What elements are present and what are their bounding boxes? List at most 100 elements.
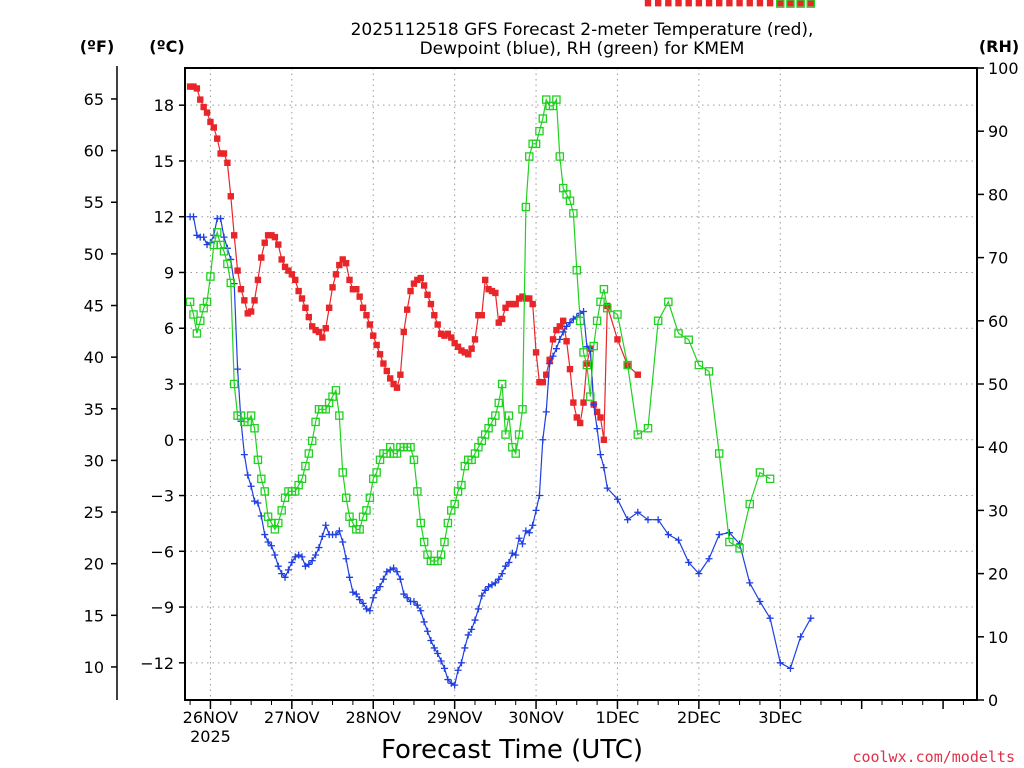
temperature-point (424, 291, 431, 298)
x-tick-label: 30NOV (508, 708, 564, 727)
rh-point (786, 0, 795, 8)
temperature-point (254, 276, 262, 284)
plot-frame (184, 67, 978, 701)
rh-point (572, 265, 582, 275)
chart-title-line1: 2025112518 GFS Forecast 2-meter Temperat… (351, 20, 814, 40)
x-tick-label: 1DEC (596, 708, 640, 727)
dewpoint-point (318, 532, 326, 540)
fahrenheit-unit-label: (ºF) (80, 37, 115, 56)
dewpoint-point (474, 605, 482, 613)
dewpoint-point (342, 555, 350, 563)
temperature-point (502, 304, 509, 311)
temperature-point (353, 286, 360, 293)
dewpoint-point (437, 657, 445, 665)
rh-point (185, 297, 195, 307)
temperature-point (342, 259, 350, 267)
rh-point (531, 139, 541, 149)
fahrenheit-tick-label: 60 (84, 142, 104, 161)
dewpoint-point (566, 319, 574, 327)
rh-point (535, 126, 544, 136)
dewpoint-point (542, 408, 550, 416)
temperature-point (366, 321, 374, 328)
temperature-point (777, 0, 784, 7)
dewpoint-point (410, 597, 418, 605)
series-1 (186, 213, 815, 689)
rh-axis: 0 10 20 30 40 50 60 70 80 90 100 (977, 59, 1019, 710)
credit-text: coolwx.com/modelts (852, 748, 1015, 766)
temperature-point (695, 0, 703, 7)
rh-point (362, 506, 371, 515)
temperature-point (387, 375, 394, 382)
dewpoint-point (312, 551, 320, 559)
dewpoint-point (267, 542, 275, 550)
dewpoint-point (654, 516, 662, 524)
rh-point (226, 278, 236, 288)
temperature-point (268, 232, 275, 239)
temperature-point (454, 343, 462, 351)
temperature-point (546, 356, 553, 364)
temperature-point (766, 0, 774, 7)
dewpoint-point (434, 650, 442, 658)
temperature-point (593, 408, 601, 416)
celsius-unit-label: (ºC) (149, 37, 184, 56)
dewpoint-point (502, 562, 510, 570)
dewpoint-point (217, 215, 225, 223)
dewpoint-point (644, 516, 652, 524)
rh-point (603, 303, 612, 313)
temperature-point (539, 378, 547, 386)
dewpoint-point (685, 558, 693, 566)
temperature-point (414, 276, 421, 284)
temperature-point (543, 371, 550, 378)
temperature-point (471, 336, 479, 343)
temperature-point (807, 0, 814, 7)
fahrenheit-tick-label: 40 (84, 348, 104, 367)
temperature-point (481, 276, 489, 284)
temperature-point (241, 297, 248, 304)
temperature-point (495, 319, 502, 326)
rh-point (297, 474, 307, 484)
dewpoint-point (535, 492, 543, 500)
temperature-point (380, 360, 387, 367)
rh-point (223, 259, 232, 269)
temperature-point (200, 103, 207, 111)
dewpoint-point (471, 616, 479, 624)
fahrenheit-axis: 10 15 20 25 30 35 40 45 50 55 60 65 (84, 66, 118, 700)
temperature-point (234, 267, 241, 274)
x-tick-label: 28NOV (345, 708, 401, 727)
rh-point (304, 449, 314, 458)
rh-point (569, 209, 578, 218)
dewpoint-point (366, 607, 374, 615)
temperature-point (397, 371, 404, 378)
rh-tick-label: 80 (988, 185, 1008, 204)
dewpoint-point (352, 590, 360, 598)
rh-point (497, 379, 507, 389)
celsius-tick-label: −12 (140, 654, 174, 673)
temperature-point (237, 286, 245, 293)
dewpoint-point (430, 644, 438, 652)
dewpoint-point (288, 558, 296, 566)
dewpoint-point (593, 425, 601, 433)
dewpoint-point (417, 607, 425, 615)
temperature-point (549, 336, 557, 343)
celsius-tick-label: 12 (154, 208, 174, 227)
dewpoint-point (715, 531, 723, 539)
temperature-point (376, 351, 384, 358)
dewpoint-point (274, 562, 282, 570)
temperature-point (644, 0, 652, 7)
dewpoint-point (346, 573, 354, 581)
temperature-point (332, 271, 340, 278)
dewpoint-point (603, 484, 611, 492)
dewpoint-point (315, 544, 323, 552)
temperature-point (614, 336, 621, 343)
temperature-point (258, 254, 265, 261)
temperature-point (407, 287, 414, 295)
temperature-point (475, 312, 482, 319)
dewpoint-point (369, 594, 377, 602)
plot-series (185, 0, 816, 689)
temperature-point (705, 0, 713, 7)
dewpoint-point (247, 482, 255, 490)
temperature-point (512, 300, 519, 308)
dewpoint-point (552, 345, 560, 353)
dewpoint-point (200, 233, 208, 241)
